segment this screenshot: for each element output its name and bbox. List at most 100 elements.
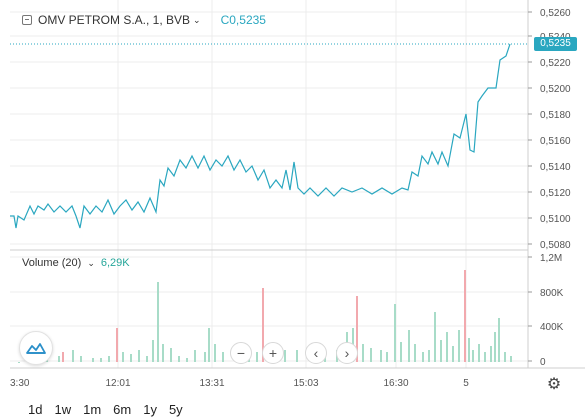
price-tick-label: 0,5180 [540, 110, 571, 121]
volume-bar [464, 270, 466, 362]
volume-bar [440, 340, 442, 362]
price-tick-label: 0,5120 [540, 188, 571, 199]
symbol-title[interactable]: OMV PETROM S.A., 1, BVB ⌄ [38, 13, 201, 27]
volume-bar [380, 350, 382, 362]
volume-bar [434, 312, 436, 362]
symbol-legend: OMV PETROM S.A., 1, BVB ⌄ C0,5235 [22, 9, 266, 31]
layers-button[interactable] [19, 331, 53, 365]
range-selector: 1d 1w 1m 6m 1y 5y [28, 402, 183, 417]
range-5y[interactable]: 5y [168, 402, 183, 417]
volume-bar [428, 350, 430, 362]
volume-bar [18, 362, 20, 363]
volume-tick-label: 0 [540, 357, 546, 368]
horizontal-gridlines [10, 11, 528, 362]
volume-bar [422, 352, 424, 362]
price-tick-label: 0,5100 [540, 214, 571, 225]
volume-bar [58, 356, 60, 362]
volume-bar [92, 358, 94, 362]
volume-bar [204, 352, 206, 362]
volume-bar [494, 332, 496, 362]
volume-bar [394, 304, 396, 362]
range-1m[interactable]: 1m [83, 402, 102, 417]
volume-bar [146, 356, 148, 362]
volume-bar [80, 356, 82, 362]
volume-bar [284, 350, 286, 362]
volume-bar [386, 352, 388, 362]
volume-bar [194, 350, 196, 362]
volume-bar [370, 348, 372, 362]
volume-bar [262, 288, 264, 362]
volume-label[interactable]: Volume (20) [22, 257, 82, 269]
volume-bar [178, 356, 180, 362]
zoom-out-button[interactable]: − [230, 342, 252, 364]
volume-bar [400, 342, 402, 362]
time-tick-label: 12:01 [105, 378, 130, 389]
volume-bar [186, 358, 188, 362]
mountain-icon [26, 343, 46, 354]
price-tick-label: 0,5260 [540, 8, 571, 19]
chevron-down-icon: ⌄ [193, 14, 201, 25]
volume-tick-label: 400K [540, 322, 564, 333]
volume-bar [504, 352, 506, 362]
price-tick-label: 0,5080 [540, 240, 571, 251]
volume-bar [222, 352, 224, 362]
volume-bar [484, 352, 486, 362]
volume-tick-label: 800K [540, 288, 564, 299]
volume-bar [256, 352, 258, 362]
volume-tick-label: 1,2M [540, 253, 562, 264]
volume-bar [408, 330, 410, 362]
volume-bar [62, 352, 64, 362]
volume-bar [162, 344, 164, 362]
volume-bar [472, 350, 474, 362]
price-line [10, 43, 511, 229]
range-1w[interactable]: 1w [54, 402, 72, 417]
time-tick-label: 16:30 [383, 378, 408, 389]
chevron-down-icon[interactable]: ⌄ [87, 257, 95, 268]
volume-bar [510, 356, 512, 362]
volume-bar [152, 340, 154, 362]
volume-bar [452, 346, 454, 362]
volume-bar [356, 296, 358, 362]
volume-bar [108, 356, 110, 362]
volume-bar [446, 332, 448, 362]
volume-bar [498, 318, 500, 362]
volume-bar [130, 354, 132, 362]
time-tick-label: 13:31 [199, 378, 224, 389]
time-tick-label: 5 [463, 378, 469, 389]
volume-bar [157, 282, 159, 362]
range-6m[interactable]: 6m [113, 402, 132, 417]
range-1y[interactable]: 1y [143, 402, 157, 417]
zoom-in-button[interactable]: + [262, 342, 284, 364]
volume-bar [468, 338, 470, 362]
gear-icon[interactable]: ⚙ [546, 376, 562, 393]
volume-bar [490, 346, 492, 362]
scroll-left-button[interactable]: ‹ [305, 342, 327, 364]
time-tick-label: 3:30 [10, 378, 30, 389]
time-tick-label: 15:03 [293, 378, 318, 389]
time-axis: 3:30 12:01 13:31 15:03 16:30 5 [10, 378, 469, 389]
price-tick-label: 0,5160 [540, 136, 571, 147]
volume-axis: 1,2M 800K 400K 0 [528, 253, 564, 368]
volume-bar [208, 328, 210, 362]
volume-value: 6,29K [100, 257, 130, 269]
volume-bar [122, 352, 124, 362]
volume-bar [362, 344, 364, 362]
volume-bar [214, 344, 216, 362]
last-price-tag: 0,5235 [534, 37, 577, 51]
vertical-gridlines [117, 0, 467, 368]
collapse-icon[interactable] [22, 15, 32, 25]
scroll-right-button[interactable]: › [336, 342, 358, 364]
symbol-name: OMV PETROM S.A., 1, BVB [38, 13, 191, 27]
volume-bar [296, 350, 298, 362]
volume-bar [138, 350, 140, 362]
volume-bar [170, 348, 172, 362]
volume-bar [458, 330, 460, 362]
range-1d[interactable]: 1d [28, 402, 43, 417]
volume-legend: Volume (20) ⌄ 6,29K [22, 257, 130, 269]
close-value: C0,5235 [220, 13, 266, 27]
volume-bar [72, 350, 74, 362]
volume-bar [478, 344, 480, 362]
price-tick-label: 0,5140 [540, 162, 571, 173]
volume-bar [116, 328, 118, 362]
